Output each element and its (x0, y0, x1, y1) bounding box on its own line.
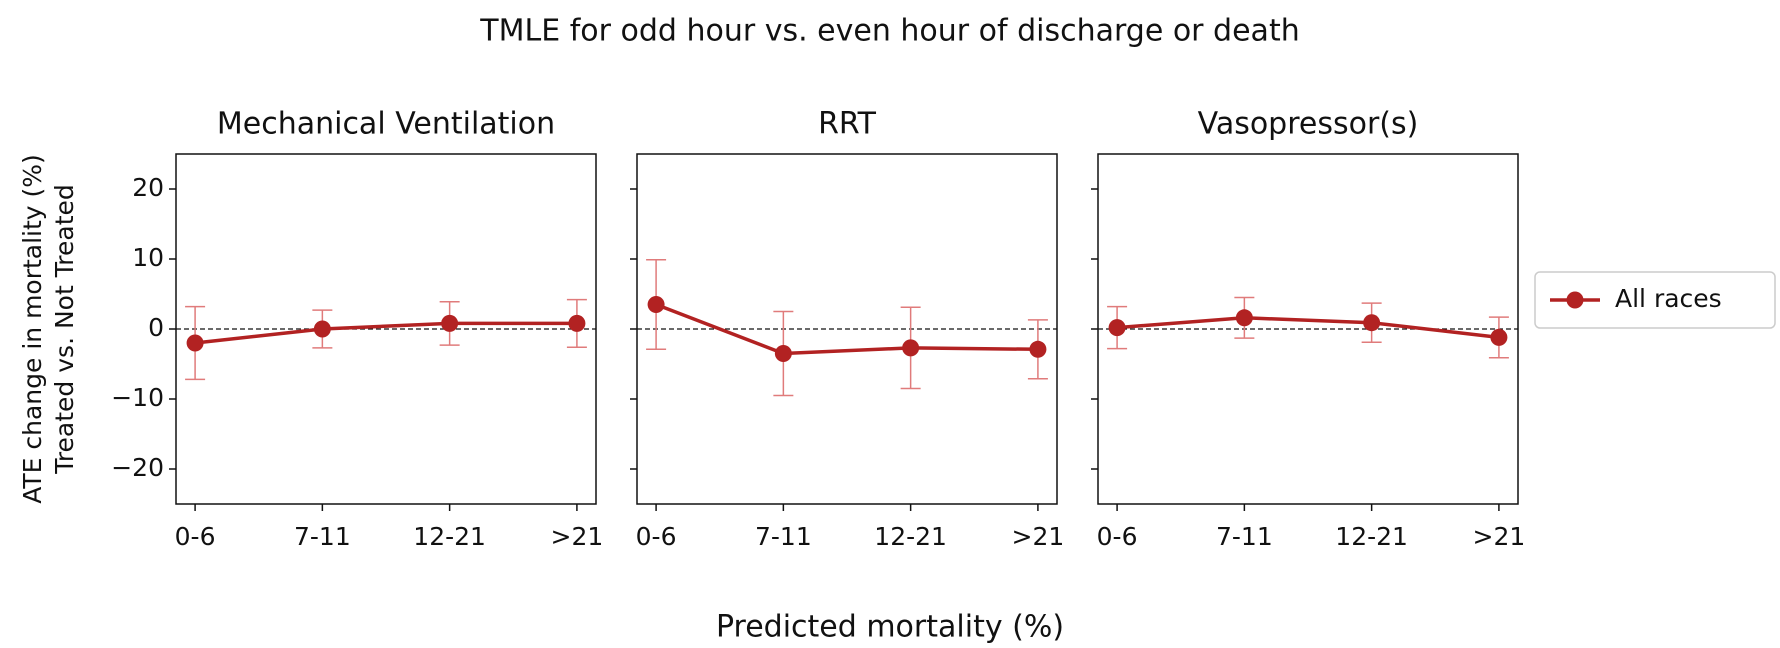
marker (1029, 340, 1047, 358)
series-line (1116, 316, 1500, 340)
marker (647, 296, 665, 313)
legend-label: All races (1615, 284, 1722, 313)
x-tick-label: 7-11 (294, 522, 351, 551)
x-tick-label: 0-6 (175, 522, 216, 551)
series-line (194, 321, 577, 345)
panel-title: Mechanical Ventilation (217, 107, 555, 142)
x-tick-label: >21 (551, 522, 604, 551)
x-tick-label: 0-6 (636, 522, 677, 551)
x-tick-label: >21 (1473, 522, 1526, 551)
legend-box (1534, 271, 1776, 329)
y-tick-label: 0 (148, 313, 164, 342)
marker (774, 345, 792, 362)
plot-frame (175, 153, 597, 505)
marker (441, 314, 459, 332)
x-tick-label: 7-11 (1216, 522, 1273, 551)
panel-title: RRT (818, 107, 877, 142)
plot-frame (1097, 153, 1519, 505)
panel-title: Vasopressor(s) (1198, 107, 1419, 142)
marker (568, 314, 586, 332)
y-tick-label: −10 (111, 383, 164, 412)
y-tick-label: 20 (132, 173, 164, 202)
legend-swatch (1566, 291, 1584, 309)
marker (1235, 309, 1253, 327)
x-tick-label: 12-21 (1335, 522, 1408, 551)
series-line (655, 302, 1038, 356)
marker (1363, 314, 1381, 332)
y-tick-label: −20 (111, 453, 164, 482)
marker (186, 334, 204, 352)
x-tick-label: 12-21 (413, 522, 486, 551)
x-axis-label: Predicted mortality (%) (716, 610, 1064, 645)
plot-frame (636, 153, 1058, 505)
marker (1490, 328, 1508, 346)
y-axis-label: ATE change in mortality (%) (18, 154, 47, 504)
figure-title: TMLE for odd hour vs. even hour of disch… (479, 14, 1299, 49)
x-tick-label: 0-6 (1097, 522, 1138, 551)
marker (902, 339, 920, 357)
x-tick-label: 7-11 (755, 522, 812, 551)
x-tick-label: 12-21 (874, 522, 947, 551)
x-tick-label: >21 (1012, 522, 1065, 551)
marker (1108, 319, 1126, 337)
y-tick-label: 10 (132, 243, 164, 272)
marker (313, 320, 331, 338)
y-axis-label: Treated vs. Not Treated (50, 184, 79, 475)
